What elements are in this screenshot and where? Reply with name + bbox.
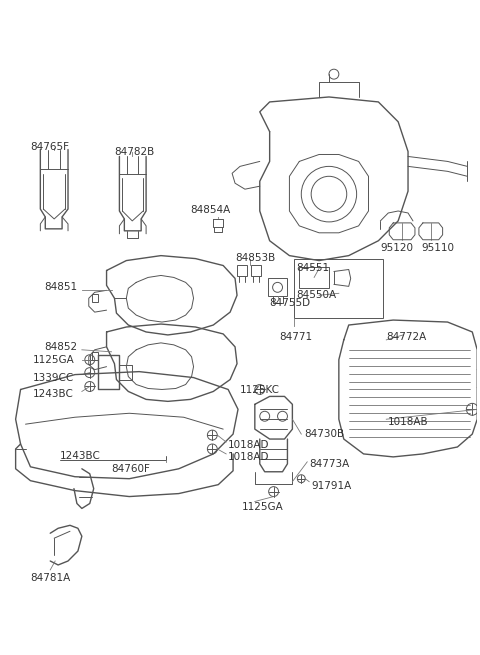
Bar (300, 267, 329, 288)
Text: 84854A: 84854A (191, 205, 231, 215)
Text: 84765F: 84765F (30, 141, 70, 151)
Text: 84760F: 84760F (111, 464, 150, 474)
Text: 1243BC: 1243BC (33, 390, 73, 400)
Text: 84772A: 84772A (386, 332, 427, 342)
Text: 1125GA: 1125GA (33, 355, 74, 365)
Text: 95120: 95120 (380, 243, 413, 253)
Text: 84853B: 84853B (235, 253, 276, 263)
Text: 84851: 84851 (44, 282, 77, 292)
Text: 1243BC: 1243BC (60, 451, 101, 461)
Bar (237, 265, 247, 276)
Text: 84730B: 84730B (304, 429, 344, 439)
Text: 95110: 95110 (421, 243, 454, 253)
Text: 84852: 84852 (44, 342, 77, 352)
Bar (294, 259, 384, 318)
Bar (268, 278, 288, 296)
Bar (251, 265, 261, 276)
Text: 1125KC: 1125KC (240, 384, 280, 394)
Text: 1339CC: 1339CC (33, 373, 74, 383)
Text: 84773A: 84773A (309, 459, 349, 469)
Text: 1018AD: 1018AD (228, 452, 270, 462)
Text: 1018AD: 1018AD (228, 440, 270, 450)
Text: 84551: 84551 (296, 263, 329, 272)
Text: 84782B: 84782B (114, 147, 155, 157)
Text: 84550A: 84550A (296, 290, 336, 301)
Text: 91791A: 91791A (311, 481, 351, 491)
Text: 1125GA: 1125GA (242, 502, 284, 512)
Text: 84771: 84771 (279, 332, 312, 342)
Text: 1018AB: 1018AB (388, 417, 429, 427)
Bar (92, 294, 97, 302)
Text: 84781A: 84781A (30, 573, 71, 583)
Bar (92, 352, 97, 360)
Text: 84755D: 84755D (270, 298, 311, 309)
